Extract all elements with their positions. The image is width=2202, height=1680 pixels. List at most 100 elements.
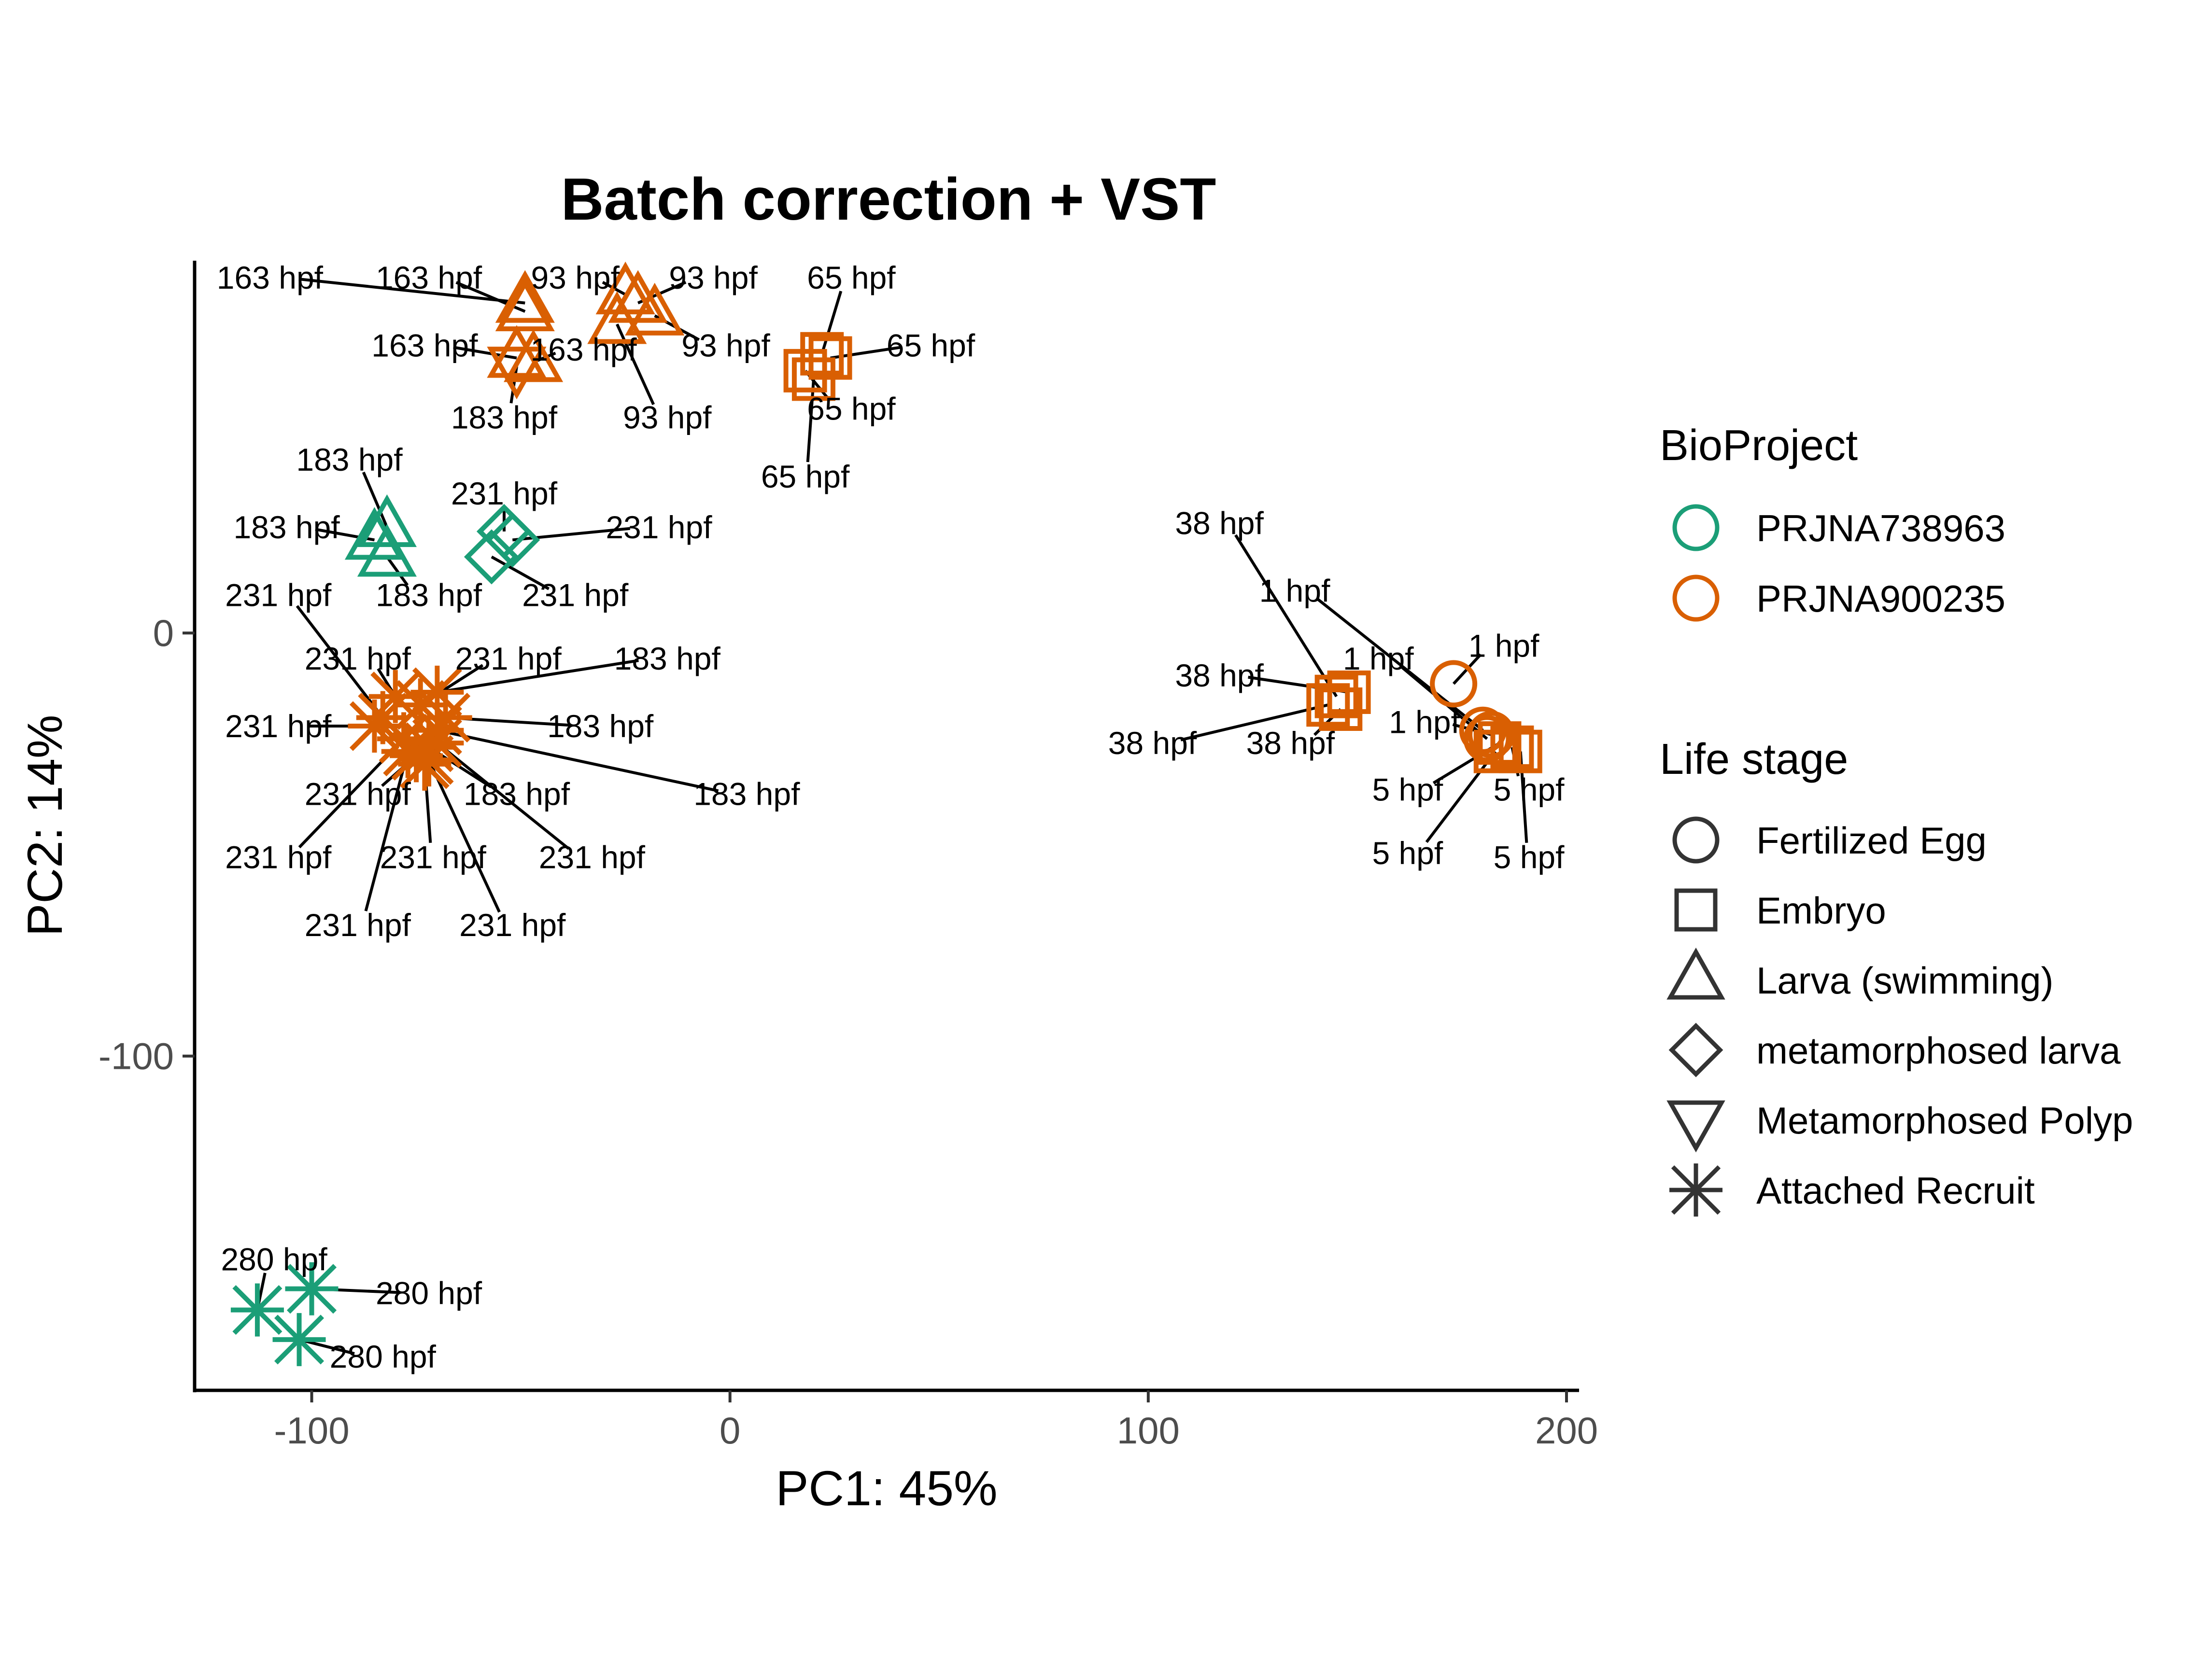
point-label: 231 hpf [451,476,558,511]
data-point [357,524,417,577]
legend-bioproject: BioProject PRJNA738963 PRJNA900235 [1660,421,2005,622]
label-connector [296,605,384,719]
data-point [272,1313,326,1366]
x-axis-ticks: -100 0 100 200 [274,1390,1598,1452]
point-label: 38 hpf [1175,505,1264,541]
point-label: 280 hpf [221,1241,327,1277]
data-point [1498,729,1542,773]
point-label: 5 hpf [1372,772,1443,808]
legend-key-circle-icon [1672,504,1720,551]
point-label: 5 hpf [1494,840,1565,875]
point-label: 65 hpf [761,459,850,494]
label-connector [820,291,843,354]
data-point [587,291,647,344]
label-connector [616,323,655,406]
y-axis-ticks: 0 -100 [99,612,195,1078]
point-label: 231 hpf [606,509,712,545]
point-label: 183 hpf [451,399,558,435]
label-connectors [255,278,1528,1355]
y-tick-label: 0 [153,612,174,654]
legend-item-label: Metamorphosed Polyp [1756,1099,2133,1142]
data-point [1306,683,1350,727]
label-connector [806,379,815,462]
label-connector [453,346,517,360]
point-label: 38 hpf [1108,725,1197,761]
label-connector [491,555,550,590]
label-connector [298,278,525,305]
label-connector [364,751,409,911]
x-tick-label: 0 [720,1409,740,1452]
point-label: 38 hpf [1246,725,1335,761]
data-point [1473,729,1517,773]
point-label: 231 hpf [455,641,562,676]
data-point [485,512,540,568]
point-label: 231 hpf [539,840,646,875]
label-connector [1234,534,1338,698]
point-label: 183 hpf [296,442,403,477]
legend-key-triangle-down-icon [1666,1100,1725,1153]
data-point [487,347,547,400]
label-connector [427,759,501,913]
data-point [357,494,417,547]
legend-key-circle-icon [1672,816,1720,864]
point-label: 163 hpf [530,332,637,367]
point-label: 280 hpf [330,1339,437,1374]
legend-item-label: Attached Recruit [1756,1169,2035,1212]
point-label: 183 hpf [547,708,654,744]
legend-key-asterisk-icon [1669,1163,1722,1217]
data-point [344,507,405,560]
data-point [285,1262,339,1316]
legend-key-triangle-up-icon [1666,947,1725,1000]
data-point [487,325,547,378]
point-label: 93 hpf [623,399,712,435]
point-label: 231 hpf [225,577,332,613]
point-label: 231 hpf [305,907,411,943]
x-tick-label: -100 [274,1409,349,1452]
point-label: 65 hpf [807,391,896,427]
data-point [625,282,685,336]
point-label: 183 hpf [693,776,800,812]
legend-key-diamond-icon [1668,1022,1723,1078]
legend-bioproject-title: BioProject [1660,421,1858,470]
point-label: 1 hpf [1389,704,1460,740]
legend-item-label: Fertilized Egg [1756,819,1987,862]
data-point [783,349,827,392]
point-label: 231 hpf [459,907,566,943]
data-point [464,529,520,585]
x-axis-title: PC1: 45% [776,1461,997,1516]
point-label: 163 hpf [217,260,324,295]
label-connector [437,659,639,694]
plot-panel: 163 hpf 163 hpf 163 hpf 163 hpf 183 hpf 93 hp… [99,260,1598,1452]
point-label: 5 hpf [1494,772,1565,808]
data-point [495,278,555,332]
point-label: 38 hpf [1175,658,1264,693]
label-connector [362,471,389,528]
data-point [495,270,555,323]
data-point [1319,687,1363,731]
label-connector [386,556,409,586]
legend-item-label: Larva (swimming) [1756,959,2053,1002]
point-label: 183 hpf [233,509,340,545]
point-label: 163 hpf [376,260,482,295]
x-tick-label: 200 [1535,1409,1598,1452]
data-point [1314,674,1358,718]
label-connector [437,728,719,793]
point-label: 163 hpf [371,327,478,363]
legend-item-label: PRJNA738963 [1756,507,2005,549]
legend-item-label: PRJNA900235 [1756,577,2005,620]
point-label: 1 hpf [1468,628,1539,664]
point-label: 183 hpf [614,641,721,676]
point-label: 65 hpf [887,327,975,363]
data-point [230,1283,284,1337]
y-axis-title: PC2: 14% [17,714,72,936]
point-label: 1 hpf [1259,573,1330,609]
point-label: 231 hpf [305,641,411,676]
point-label: 183 hpf [464,776,570,812]
legend-item-label: Embryo [1756,889,1886,932]
point-label: 231 hpf [225,708,332,744]
label-connector [1317,598,1484,732]
label-connector [1180,703,1328,742]
point-label: 183 hpf [376,577,482,613]
point-label: 1 hpf [1343,641,1414,676]
